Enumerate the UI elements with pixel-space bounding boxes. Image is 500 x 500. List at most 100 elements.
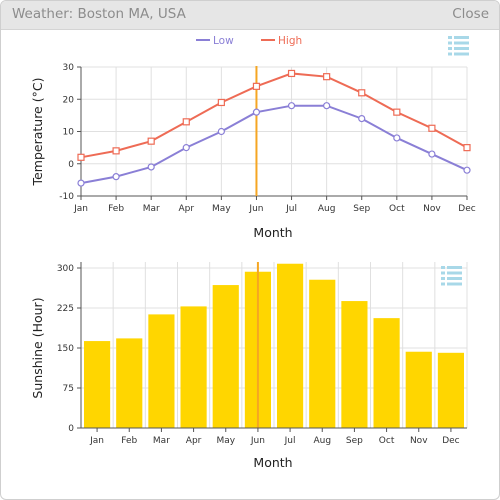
data-point-low[interactable] <box>358 114 366 123</box>
x-tick-label: Dec <box>458 204 475 214</box>
data-point-high[interactable] <box>252 82 261 90</box>
x-tick-label: May <box>216 436 235 446</box>
sunshine-bar[interactable] <box>405 351 432 428</box>
x-tick-label: Mar <box>143 204 160 214</box>
title-bar: Weather: Boston MA, USA Close <box>1 1 499 30</box>
data-point-low[interactable] <box>287 102 296 110</box>
sunshine-bar[interactable] <box>148 314 175 428</box>
y-tick-label: 225 <box>57 304 74 314</box>
data-point-low[interactable] <box>393 134 401 142</box>
menu-icon-dot <box>448 41 452 45</box>
data-point-high[interactable] <box>287 69 296 78</box>
legend-item-high[interactable]: High <box>261 35 302 47</box>
data-point-high[interactable] <box>428 124 436 132</box>
data-point-low[interactable] <box>147 163 155 171</box>
legend-label: High <box>278 35 302 47</box>
data-point-low[interactable] <box>112 173 120 181</box>
menu-icon-line <box>447 266 462 269</box>
menu-icon-line <box>447 282 462 286</box>
y-tick-label: 0 <box>68 160 74 170</box>
menu-icon-line <box>454 47 469 50</box>
menu-icon-dot <box>441 271 445 275</box>
data-point-low[interactable] <box>463 166 471 174</box>
x-tick-label: Oct <box>389 204 405 214</box>
series-line-high <box>80 72 468 159</box>
temperature-chart: -10 0 10 20 30 Jan Feb Mar Apr May Jun Jul Aug Sep Oct… <box>30 35 476 240</box>
data-point-low[interactable] <box>217 127 225 136</box>
menu-icon-line <box>454 52 469 56</box>
data-point-low[interactable] <box>182 144 190 152</box>
data-point-low[interactable] <box>77 179 85 187</box>
weather-charts: -10 0 10 20 30 Jan Feb Mar Apr May Jun Jul Aug Sep Oct… <box>30 35 476 470</box>
x-tick-label: Jul <box>285 204 297 214</box>
data-point-low[interactable] <box>428 150 436 158</box>
menu-icon-dot <box>448 52 452 56</box>
x-tick-label: Mar <box>153 436 170 446</box>
x-tick-label: Jan <box>73 204 88 214</box>
y-tick-label: 300 <box>57 264 74 274</box>
data-point-high[interactable] <box>182 118 190 126</box>
y-tick-label: 10 <box>63 128 75 138</box>
close-button[interactable]: Close <box>452 6 489 22</box>
chart-legend: Low High <box>196 35 302 47</box>
menu-icon-dot <box>441 266 445 269</box>
menu-icon-dot <box>441 282 445 286</box>
menu-icon-line <box>447 277 462 280</box>
legend-item-low[interactable]: Low <box>196 35 234 47</box>
sunshine-bar[interactable] <box>373 318 400 428</box>
data-point-high[interactable] <box>147 137 155 145</box>
data-point-low[interactable] <box>252 108 261 116</box>
x-axis-title: Month <box>253 455 292 470</box>
x-tick-label: Aug <box>313 436 331 446</box>
y-tick-label: 0 <box>68 424 74 434</box>
data-point-high[interactable] <box>463 144 471 152</box>
x-tick-label: Apr <box>178 204 194 214</box>
sunshine-bar[interactable] <box>309 279 336 428</box>
y-tick-label: 75 <box>63 384 74 394</box>
x-tick-label: Dec <box>442 436 459 446</box>
data-point-high[interactable] <box>358 89 366 97</box>
sunshine-bar[interactable] <box>212 285 239 428</box>
x-tick-label: Oct <box>379 436 395 446</box>
x-tick-label: Jan <box>89 436 104 446</box>
y-tick-label: 20 <box>63 95 75 105</box>
data-point-high[interactable] <box>217 98 225 107</box>
x-tick-label: Apr <box>186 436 202 446</box>
sunshine-bar[interactable] <box>437 352 464 428</box>
list-menu-icon[interactable] <box>448 36 469 56</box>
y-axis-title: Temperature (°C) <box>30 78 45 187</box>
data-point-high[interactable] <box>323 73 331 81</box>
data-point-high[interactable] <box>112 147 120 155</box>
menu-icon-dot <box>448 47 452 50</box>
x-tick-label: Jun <box>248 204 263 214</box>
menu-icon-line <box>454 41 469 45</box>
sunshine-bar[interactable] <box>116 338 143 428</box>
x-tick-label: Jul <box>284 436 296 446</box>
series-line-low <box>80 104 468 185</box>
x-tick-label: May <box>212 204 231 214</box>
menu-icon-line <box>454 36 469 39</box>
data-point-high[interactable] <box>77 153 85 161</box>
y-tick-label: 150 <box>57 344 74 354</box>
menu-icon-dot <box>441 277 445 280</box>
x-tick-label: Aug <box>318 204 336 214</box>
data-point-high[interactable] <box>393 108 401 116</box>
y-tick-label: 30 <box>63 63 75 73</box>
window-title: Weather: Boston MA, USA <box>12 6 186 22</box>
x-tick-label: Nov <box>410 436 428 446</box>
list-menu-icon[interactable] <box>441 266 462 286</box>
x-tick-label: Sep <box>353 204 370 214</box>
data-point-low[interactable] <box>323 102 331 110</box>
menu-icon-line <box>447 271 462 275</box>
x-tick-label: Jun <box>250 436 265 446</box>
sunshine-bar[interactable] <box>277 263 304 428</box>
x-tick-label: Nov <box>423 204 441 214</box>
menu-icon-dot <box>448 36 452 39</box>
legend-label: Low <box>213 35 234 47</box>
sunshine-bar[interactable] <box>341 301 368 428</box>
x-axis-title: Month <box>253 225 292 240</box>
x-tick-label: Feb <box>108 204 124 214</box>
x-tick-label: Feb <box>121 436 137 446</box>
sunshine-bar[interactable] <box>180 306 207 428</box>
sunshine-bar[interactable] <box>84 341 111 428</box>
